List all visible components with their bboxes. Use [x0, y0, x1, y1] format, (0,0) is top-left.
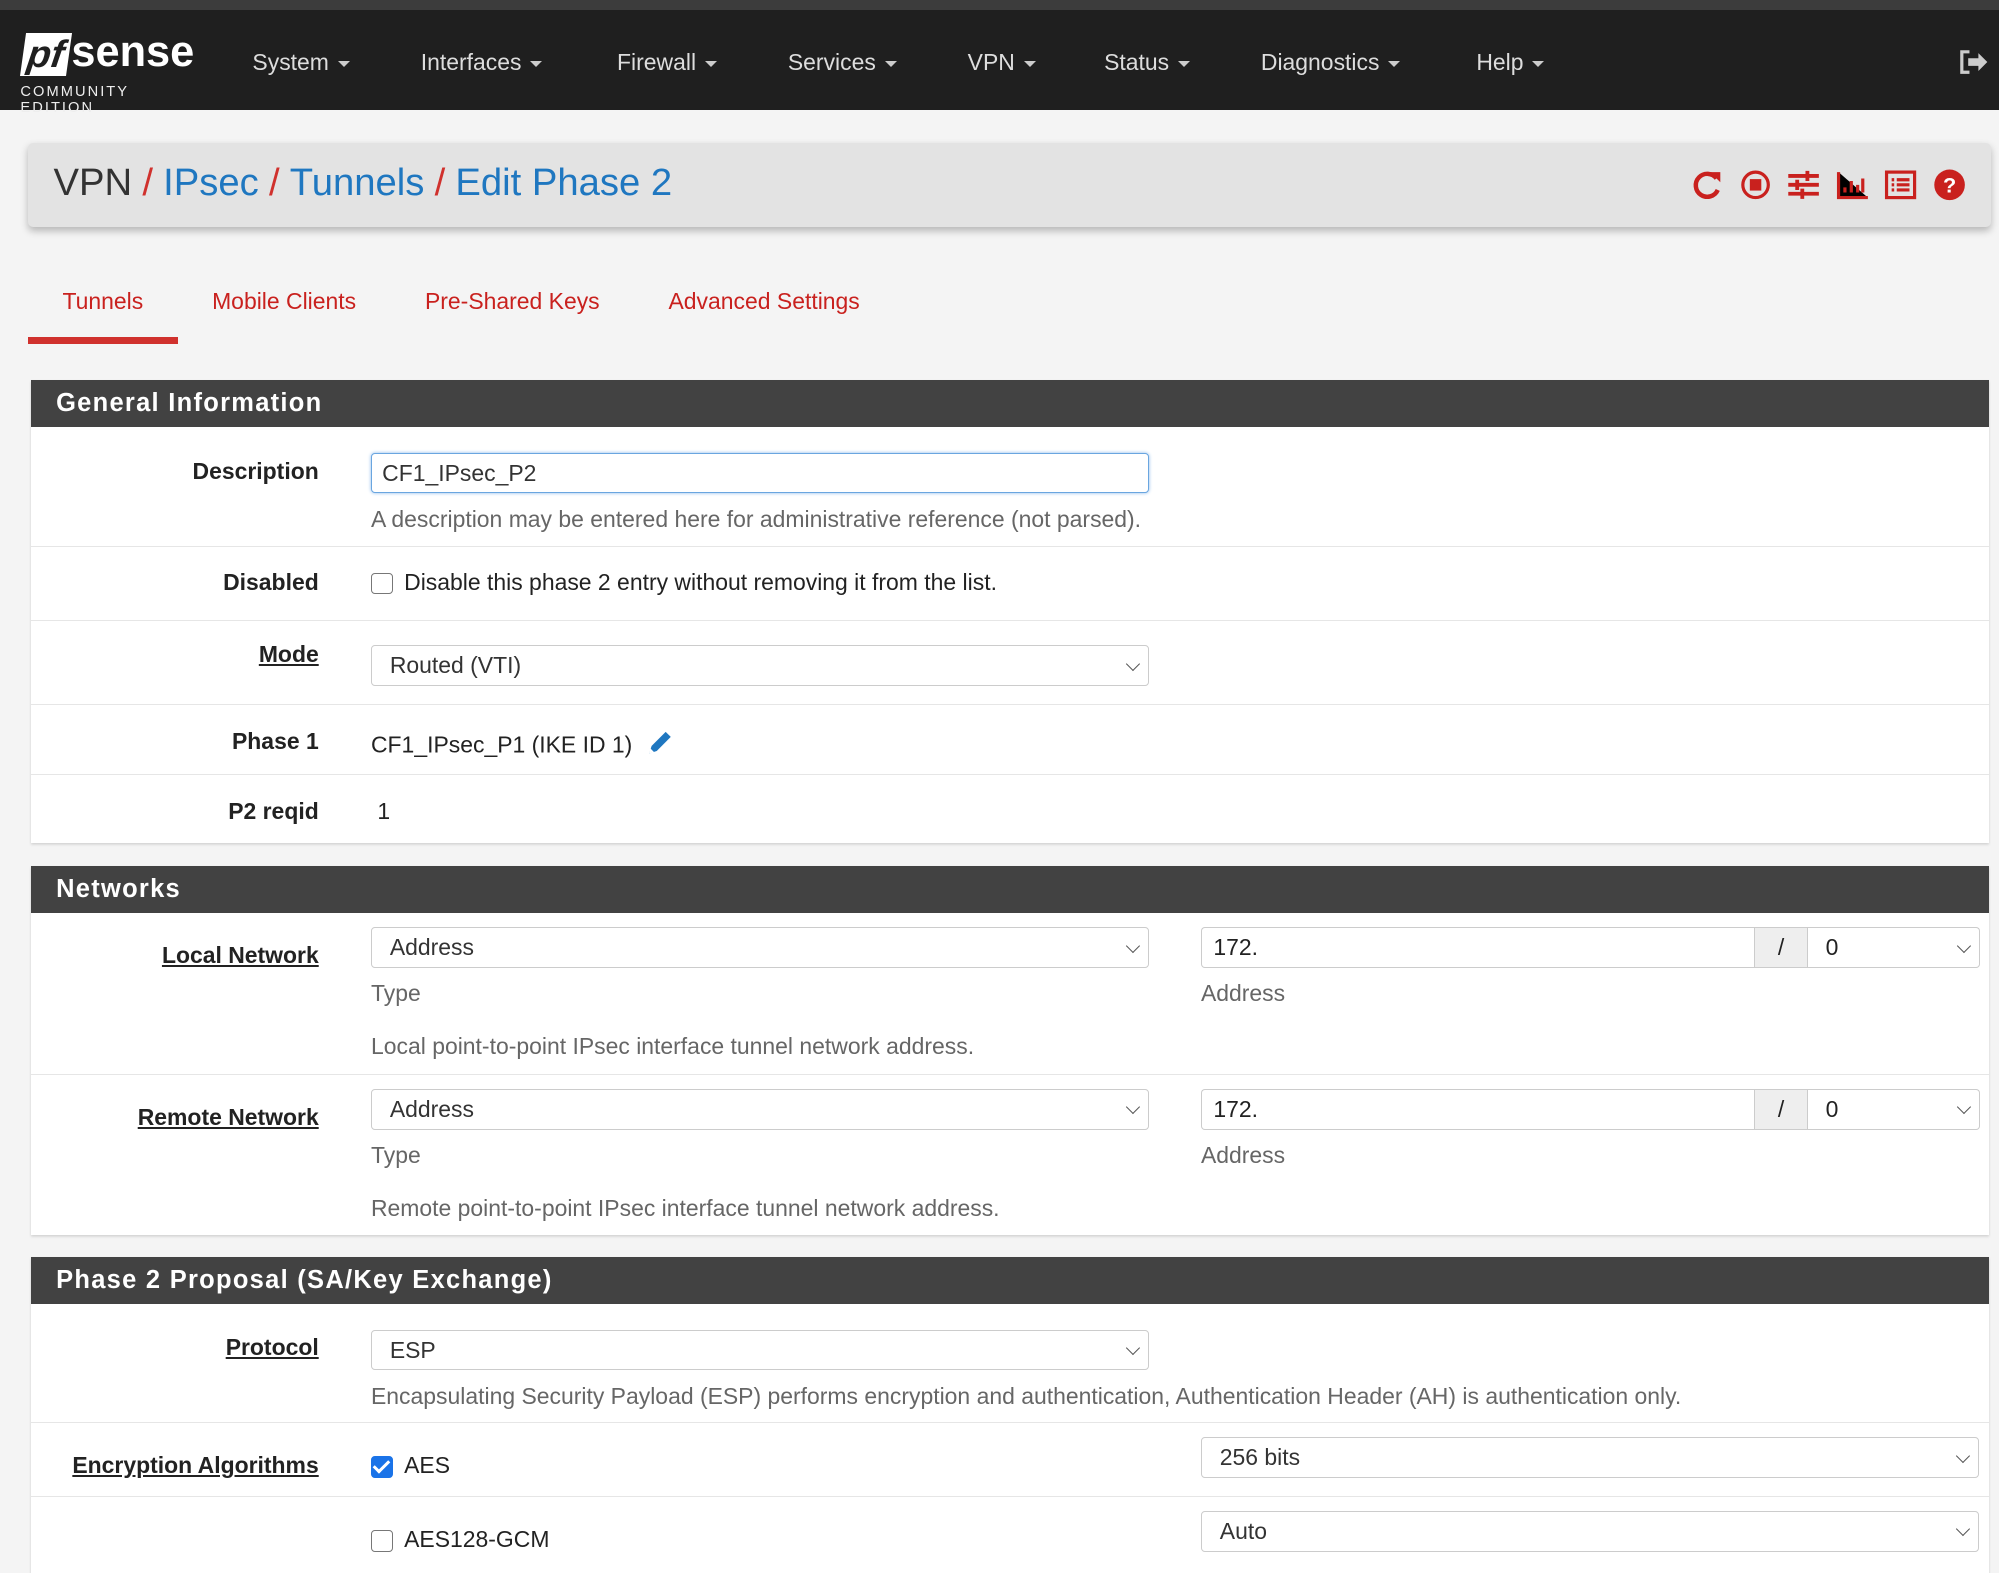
caret-down-icon	[884, 61, 897, 67]
remote-network-type-select[interactable]: Address	[370, 1088, 1149, 1130]
menu-interfaces[interactable]: Interfaces	[421, 10, 543, 109]
menu-vpn[interactable]: VPN	[968, 10, 1036, 109]
menu-services[interactable]: Services	[788, 10, 897, 109]
caret-down-icon	[1178, 61, 1191, 67]
remote-network-address-input[interactable]: 172.	[1200, 1088, 1755, 1130]
local-network-address-input[interactable]: 172.	[1200, 926, 1755, 968]
edit-pencil-icon[interactable]	[644, 728, 675, 765]
stop-icon[interactable]	[1739, 167, 1772, 203]
breadcrumb-tunnels[interactable]: Tunnels	[289, 160, 425, 204]
help-icon[interactable]: ?	[1933, 167, 1966, 203]
caret-down-icon	[337, 61, 350, 67]
breadcrumb-edit-phase2[interactable]: Edit Phase 2	[455, 160, 673, 204]
tab-bar: Tunnels Mobile Clients Pre-Shared Keys A…	[28, 280, 894, 345]
breadcrumb: VPN / IPsec / Tunnels / Edit Phase 2	[53, 160, 673, 204]
local-network-mask-select[interactable]: 0	[1807, 926, 1980, 968]
menu-help[interactable]: Help	[1476, 10, 1545, 109]
protocol-select[interactable]: ESP	[370, 1329, 1149, 1371]
caret-down-icon	[1388, 61, 1401, 67]
aes-checkbox[interactable]	[370, 1456, 393, 1478]
caret-down-icon	[1532, 61, 1545, 67]
tab-pre-shared-keys[interactable]: Pre-Shared Keys	[424, 288, 600, 315]
menu-status[interactable]: Status	[1104, 10, 1191, 109]
description-input[interactable]: CF1_IPsec_P2	[370, 452, 1149, 494]
sliders-icon[interactable]	[1787, 167, 1820, 203]
general-information-panel: General Information Description CF1_IPse…	[30, 379, 1989, 843]
breadcrumb-bar: VPN / IPsec / Tunnels / Edit Phase 2 ?	[28, 142, 1992, 227]
local-network-type-select[interactable]: Address	[370, 926, 1149, 968]
caret-down-icon	[530, 61, 543, 67]
logout-icon[interactable]	[1958, 48, 1989, 76]
menu-firewall[interactable]: Firewall	[617, 10, 717, 109]
menu-system[interactable]: System	[252, 10, 350, 109]
window-top-strip	[0, 0, 1999, 11]
remote-network-mask-select[interactable]: 0	[1807, 1088, 1980, 1130]
mode-select[interactable]: Routed (VTI)	[370, 645, 1149, 686]
restart-icon[interactable]	[1691, 167, 1724, 203]
tab-advanced-settings[interactable]: Advanced Settings	[668, 288, 860, 315]
aes128-gcm-checkbox[interactable]	[370, 1530, 393, 1552]
tab-mobile-clients[interactable]: Mobile Clients	[212, 288, 357, 315]
menu-diagnostics[interactable]: Diagnostics	[1261, 10, 1401, 109]
list-icon[interactable]	[1884, 167, 1917, 203]
phase2-proposal-panel: Phase 2 Proposal (SA/Key Exchange) Proto…	[30, 1257, 1989, 1573]
networks-panel: Networks Local Network Address Type Loca…	[30, 865, 1989, 1236]
pfsense-logo[interactable]: pf sense COMMUNITY EDITION	[19, 28, 195, 117]
aes-keylength-select[interactable]: 256 bits	[1200, 1436, 1979, 1478]
aes128-gcm-keylength-select[interactable]: Auto	[1200, 1510, 1979, 1552]
bar-chart-icon[interactable]	[1836, 167, 1869, 203]
tab-tunnels[interactable]: Tunnels	[28, 280, 178, 345]
caret-down-icon	[1023, 61, 1036, 67]
section-title: General Information	[30, 379, 1989, 428]
disabled-checkbox[interactable]	[370, 572, 393, 595]
caret-down-icon	[705, 61, 717, 67]
svg-text:?: ?	[1943, 172, 1956, 197]
navbar: pf sense COMMUNITY EDITION System Interfa…	[0, 10, 1999, 117]
breadcrumb-ipsec[interactable]: IPsec	[163, 160, 259, 204]
